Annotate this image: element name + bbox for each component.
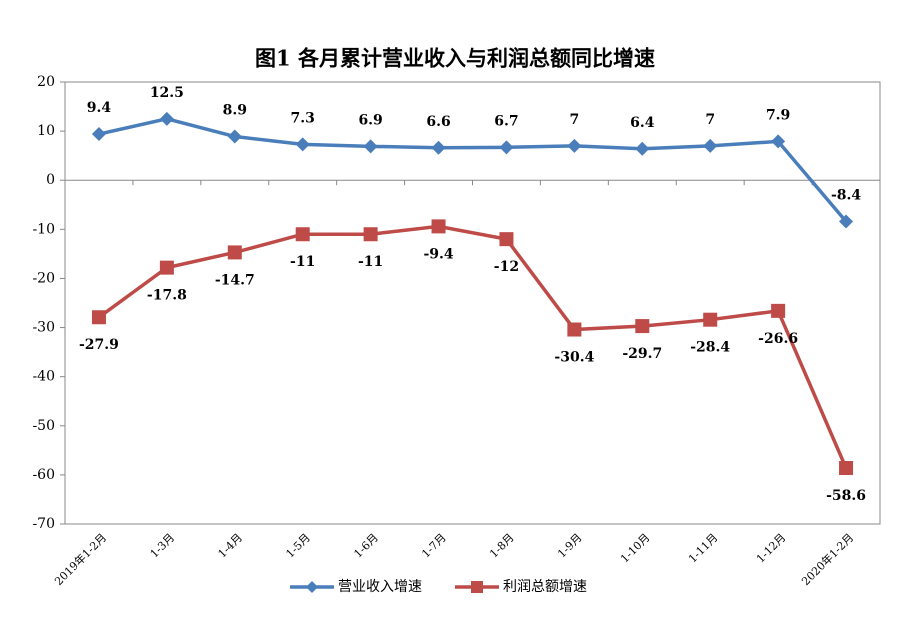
y-tick-label: 20 — [37, 74, 55, 90]
data-label: -14.7 — [215, 272, 255, 288]
y-tick-label: 10 — [37, 123, 55, 139]
marker — [295, 137, 310, 152]
data-label: 12.5 — [150, 85, 184, 101]
data-label: -11 — [358, 254, 383, 270]
marker — [635, 141, 650, 156]
series-line — [97, 224, 848, 469]
marker — [91, 127, 106, 142]
data-label: 8.9 — [223, 103, 247, 119]
y-tick-label: -10 — [32, 221, 55, 237]
marker — [159, 111, 174, 126]
data-label: 6.7 — [494, 113, 518, 129]
data-label: -29.7 — [622, 346, 662, 362]
data-label: 9.4 — [87, 100, 112, 116]
data-label: -28.4 — [690, 340, 730, 356]
data-label: 7.3 — [291, 110, 315, 126]
data-label: -12 — [494, 259, 519, 275]
marker — [703, 138, 718, 153]
y-tick-label: -30 — [32, 320, 55, 336]
legend-marker — [471, 581, 483, 593]
legend-item: 利润总额增速 — [455, 579, 587, 595]
data-label: -30.4 — [554, 350, 594, 366]
marker — [703, 312, 718, 327]
data-label: 7 — [570, 112, 580, 128]
marker — [431, 140, 446, 155]
marker — [839, 461, 854, 476]
marker — [295, 227, 310, 242]
data-label: 6.4 — [630, 115, 655, 131]
marker — [499, 140, 514, 155]
series-line — [98, 117, 848, 223]
data-label: 7.9 — [766, 107, 790, 123]
legend-marker — [306, 581, 318, 593]
data-label: -11 — [290, 254, 315, 270]
data-label: -58.6 — [826, 488, 866, 504]
data-label: -27.9 — [79, 337, 119, 353]
marker — [771, 134, 786, 149]
legend-item: 营业收入增速 — [290, 579, 422, 595]
data-label: -26.6 — [758, 331, 798, 347]
y-tick-label: -60 — [32, 467, 55, 483]
data-label: 6.9 — [358, 112, 382, 128]
marker — [227, 245, 242, 260]
marker — [363, 227, 378, 242]
data-label: -17.8 — [147, 288, 187, 304]
marker — [567, 138, 582, 153]
marker — [227, 129, 242, 144]
marker — [363, 139, 378, 154]
y-tick-label: -20 — [32, 270, 55, 286]
marker — [567, 322, 582, 337]
marker — [771, 303, 786, 318]
data-label: 7 — [705, 112, 715, 128]
marker — [499, 232, 514, 247]
marker — [839, 214, 854, 229]
y-tick-label: 0 — [46, 172, 55, 188]
marker — [431, 219, 446, 234]
legend-label: 营业收入增速 — [338, 579, 422, 595]
data-label: -9.4 — [423, 246, 453, 262]
y-tick-label: -70 — [32, 516, 55, 532]
marker — [91, 310, 106, 325]
marker — [635, 319, 650, 334]
chart-title: 图1 各月累计营业收入与利润总额同比增速 — [255, 46, 655, 71]
marker — [159, 260, 174, 275]
data-label: -8.4 — [831, 187, 861, 203]
legend-label: 利润总额增速 — [503, 579, 587, 595]
plot-border — [64, 81, 881, 525]
data-label: 6.6 — [426, 114, 450, 130]
y-tick-label: -40 — [32, 369, 55, 385]
y-tick-label: -50 — [32, 418, 55, 434]
